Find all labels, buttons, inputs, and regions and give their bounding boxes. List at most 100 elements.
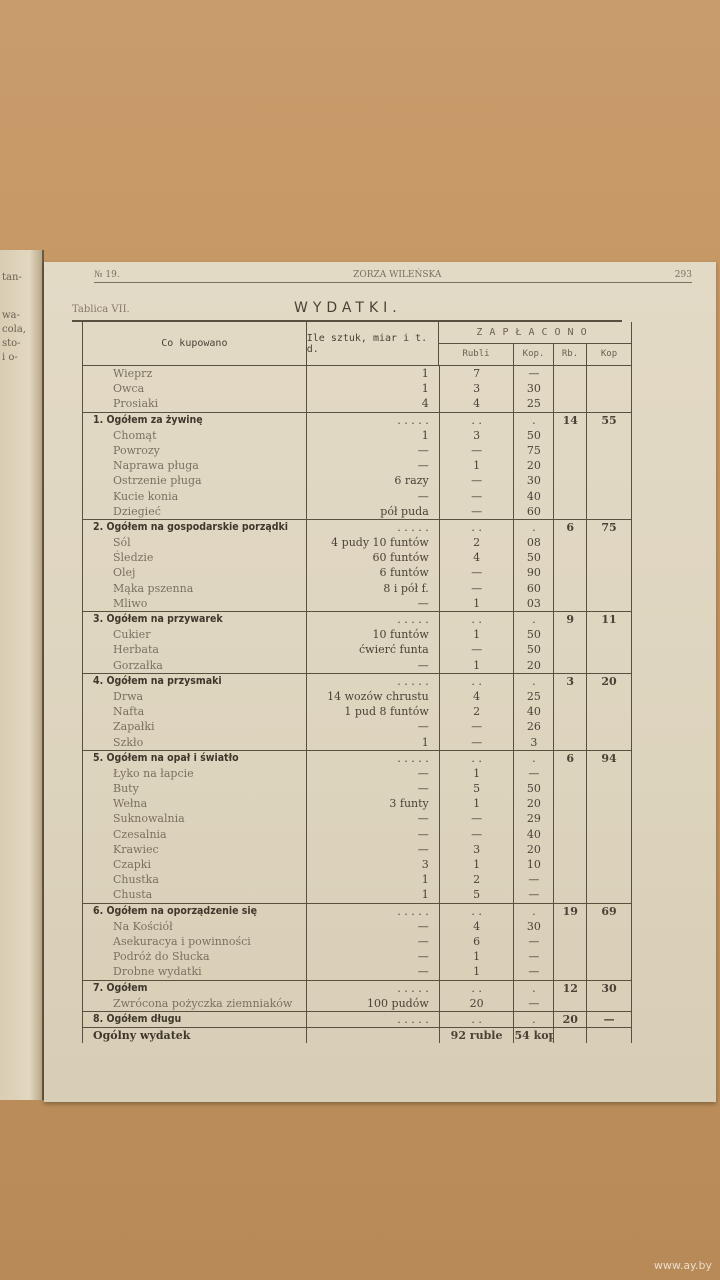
qty-cell: . . . . . — [307, 673, 440, 689]
item-cell: 7. Ogółem — [83, 980, 308, 996]
rubli-cell: 1 — [440, 458, 515, 474]
table-row: Buty —5 50 — [83, 781, 631, 797]
kop2-cell — [587, 934, 631, 949]
kop2-cell — [587, 504, 631, 519]
qty-cell: 8 i pół f. — [307, 580, 440, 596]
qty-cell: — — [307, 933, 440, 950]
item-cell: Owca — [83, 381, 308, 397]
kop-cell: — — [514, 765, 555, 782]
item-cell: Mąka pszenna — [83, 580, 308, 596]
journal-title: ZORZA WILEŃSKA — [353, 270, 442, 280]
qty-cell: 1 — [307, 872, 440, 888]
rubli-cell: 5 — [440, 781, 515, 797]
rubli-cell: . . — [440, 673, 515, 689]
kop2-cell — [587, 887, 631, 902]
qty-cell: — — [307, 657, 440, 673]
section-total-row: 2. Ogółem na gospodarskie porządki. . . … — [83, 519, 631, 536]
kop-cell: — — [514, 366, 555, 382]
kop2-cell — [587, 949, 631, 964]
kop2-cell: 20 — [601, 674, 617, 688]
rb-cell — [554, 995, 588, 1011]
rb-cell — [554, 473, 588, 489]
item-cell: 5. Ogółem na opał i światło — [83, 750, 308, 766]
kop-cell: . — [514, 673, 555, 689]
rubli-cell: . . — [440, 903, 515, 919]
qty-cell: . . . . . — [307, 519, 440, 536]
rb-cell — [554, 580, 588, 596]
kop2-cell — [587, 658, 631, 673]
qty-cell: ćwierć funta — [307, 642, 440, 658]
kop-cell: . — [514, 903, 555, 919]
rubli-cell: 1 — [440, 949, 515, 965]
item-cell: Wełna — [83, 796, 308, 812]
qty-cell: — — [307, 841, 440, 857]
kop-cell: 30 — [514, 473, 555, 489]
qty-cell: 1 — [307, 427, 440, 443]
col-paid: ZAPŁACONO Rubli Kop. Rb. Kop — [439, 322, 631, 365]
kop-cell: 60 — [514, 580, 555, 596]
rb-cell: 12 — [554, 980, 588, 996]
kop-cell: 90 — [514, 565, 555, 581]
kop-cell: 20 — [514, 841, 555, 857]
kop-cell: — — [514, 995, 555, 1011]
rb-cell — [554, 857, 588, 873]
table-row: Zwrócona pożyczka ziemniaków 100 pudów 20— — [83, 995, 631, 1011]
qty-cell: — — [307, 488, 440, 504]
table-row: Mliwo —1 03 — [83, 595, 631, 611]
item-cell: Kucie konia — [83, 488, 308, 504]
kop-cell: 50 — [514, 427, 555, 443]
table-section: 5. Ogółem na opał i światło. . . . .. ..… — [83, 750, 631, 904]
section-total-row: 4. Ogółem na przysmaki. . . . .. .. 3 20 — [83, 673, 631, 689]
rubli-cell: — — [440, 811, 515, 827]
section-total-row: 6. Ogółem na oporządzenie się. . . . .. … — [83, 903, 631, 919]
kop2-cell — [587, 581, 631, 596]
table-row: Podróż do Słucka —1— — [83, 949, 631, 965]
table-section: Wieprz 1 7— Owca 1 3 30 Prosiaki 4 4 25 — [83, 366, 631, 413]
qty-cell: 1 — [307, 366, 440, 382]
rb-cell — [554, 781, 588, 797]
kop2-cell — [587, 535, 631, 550]
item-cell: Mliwo — [83, 595, 308, 611]
kop-cell: 25 — [514, 688, 555, 705]
rb-cell — [554, 918, 588, 934]
qty-cell: 10 funtów — [307, 627, 440, 643]
item-cell: Chomąt — [83, 427, 308, 443]
table-row: Wełna 3 funty 1 20 — [83, 796, 631, 812]
rb-cell: 3 — [554, 673, 588, 689]
kop2-cell — [587, 458, 631, 473]
rb-cell — [554, 550, 588, 566]
kop-cell: 30 — [514, 381, 555, 397]
rubli-cell: . . — [440, 750, 515, 766]
kop-cell: 40 — [514, 704, 555, 720]
rb-cell — [554, 734, 588, 750]
rb-cell — [554, 642, 588, 658]
table-row: Naprawa pługa —1 20 — [83, 458, 631, 474]
rubli-cell: 3 — [440, 381, 515, 397]
kop2-cell — [587, 550, 631, 565]
qty-cell: . . . . . — [307, 903, 440, 919]
kop-cell: 30 — [514, 918, 555, 934]
item-cell: Czesalnia — [83, 826, 308, 842]
rubli-cell: — — [440, 488, 515, 504]
fragment: i o- — [2, 352, 18, 363]
rubli-cell: 4 — [440, 918, 515, 934]
table-section: 3. Ogółem na przywarek. . . . .. .. 9 11 Cu… — [83, 612, 631, 674]
kop-cell: 3 — [514, 734, 555, 750]
kop2-cell — [587, 565, 631, 580]
item-cell: Buty — [83, 781, 308, 797]
table-row: Suknowalnia — —29 — [83, 811, 631, 827]
rubli-cell: — — [440, 734, 515, 750]
rubli-cell: . . — [440, 612, 515, 628]
item-cell: Gorzałka — [83, 657, 308, 673]
table-row: Nafta 1 pud 8 funtów 2 40 — [83, 704, 631, 720]
rubli-cell: 1 — [440, 964, 515, 980]
kop2-cell — [587, 842, 631, 857]
rubli-cell: — — [440, 719, 515, 735]
col-item: Co kupowano — [83, 322, 307, 365]
item-cell: 4. Ogółem na przysmaki — [83, 673, 308, 689]
page-title: WYDATKI. — [294, 300, 402, 316]
rb-cell — [554, 503, 588, 519]
table-row: Sól 4 pudy 10 funtów 2 08 — [83, 535, 631, 551]
qty-cell: 1 — [307, 381, 440, 397]
rb-cell — [554, 872, 588, 888]
